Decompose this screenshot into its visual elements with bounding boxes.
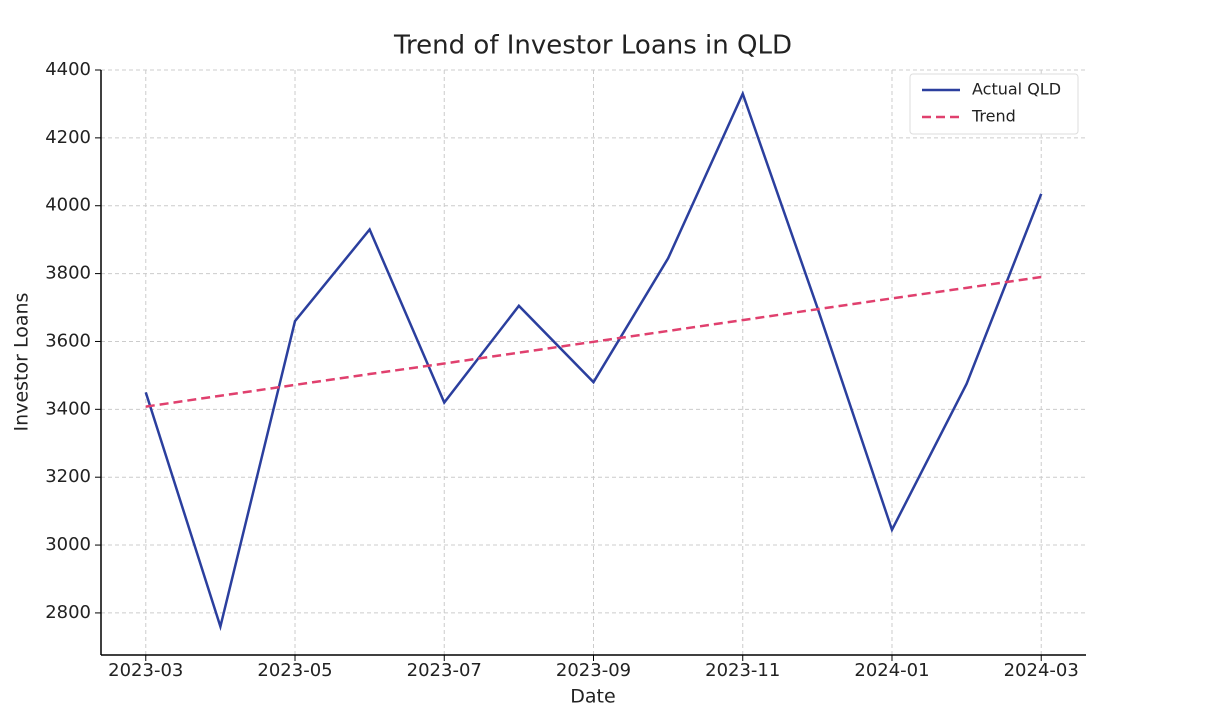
y-tick-label: 4400 (45, 59, 91, 80)
chart-title: Trend of Investor Loans in QLD (393, 31, 792, 61)
y-tick-label: 3200 (45, 466, 91, 487)
series-line (144, 90, 1043, 632)
y-tick-label: 3400 (45, 398, 91, 419)
x-tick-label: 2024-03 (1004, 660, 1079, 681)
x-tick-label: 2023-07 (407, 660, 482, 681)
y-tick-label: 2800 (45, 602, 91, 623)
x-tick-label: 2024-01 (854, 660, 929, 681)
x-tick-label: 2023-09 (556, 660, 631, 681)
y-tick-label: 3000 (45, 534, 91, 555)
y-tick-label: 3800 (45, 263, 91, 284)
x-tick-label: 2023-11 (705, 660, 780, 681)
y-tick-label: 4000 (45, 195, 91, 216)
series-line (145, 275, 1042, 408)
y-tick-label: 3600 (45, 330, 91, 351)
x-axis-label: Date (570, 686, 615, 708)
legend-label: Trend (971, 107, 1016, 126)
legend: Actual QLD Trend (909, 73, 1079, 135)
x-tick-label: 2023-05 (257, 660, 332, 681)
legend-label: Actual QLD (972, 80, 1061, 99)
y-tick-label: 4200 (45, 127, 91, 148)
x-tick-label: 2023-03 (108, 660, 183, 681)
y-axis-label: Investor Loans (11, 293, 33, 432)
